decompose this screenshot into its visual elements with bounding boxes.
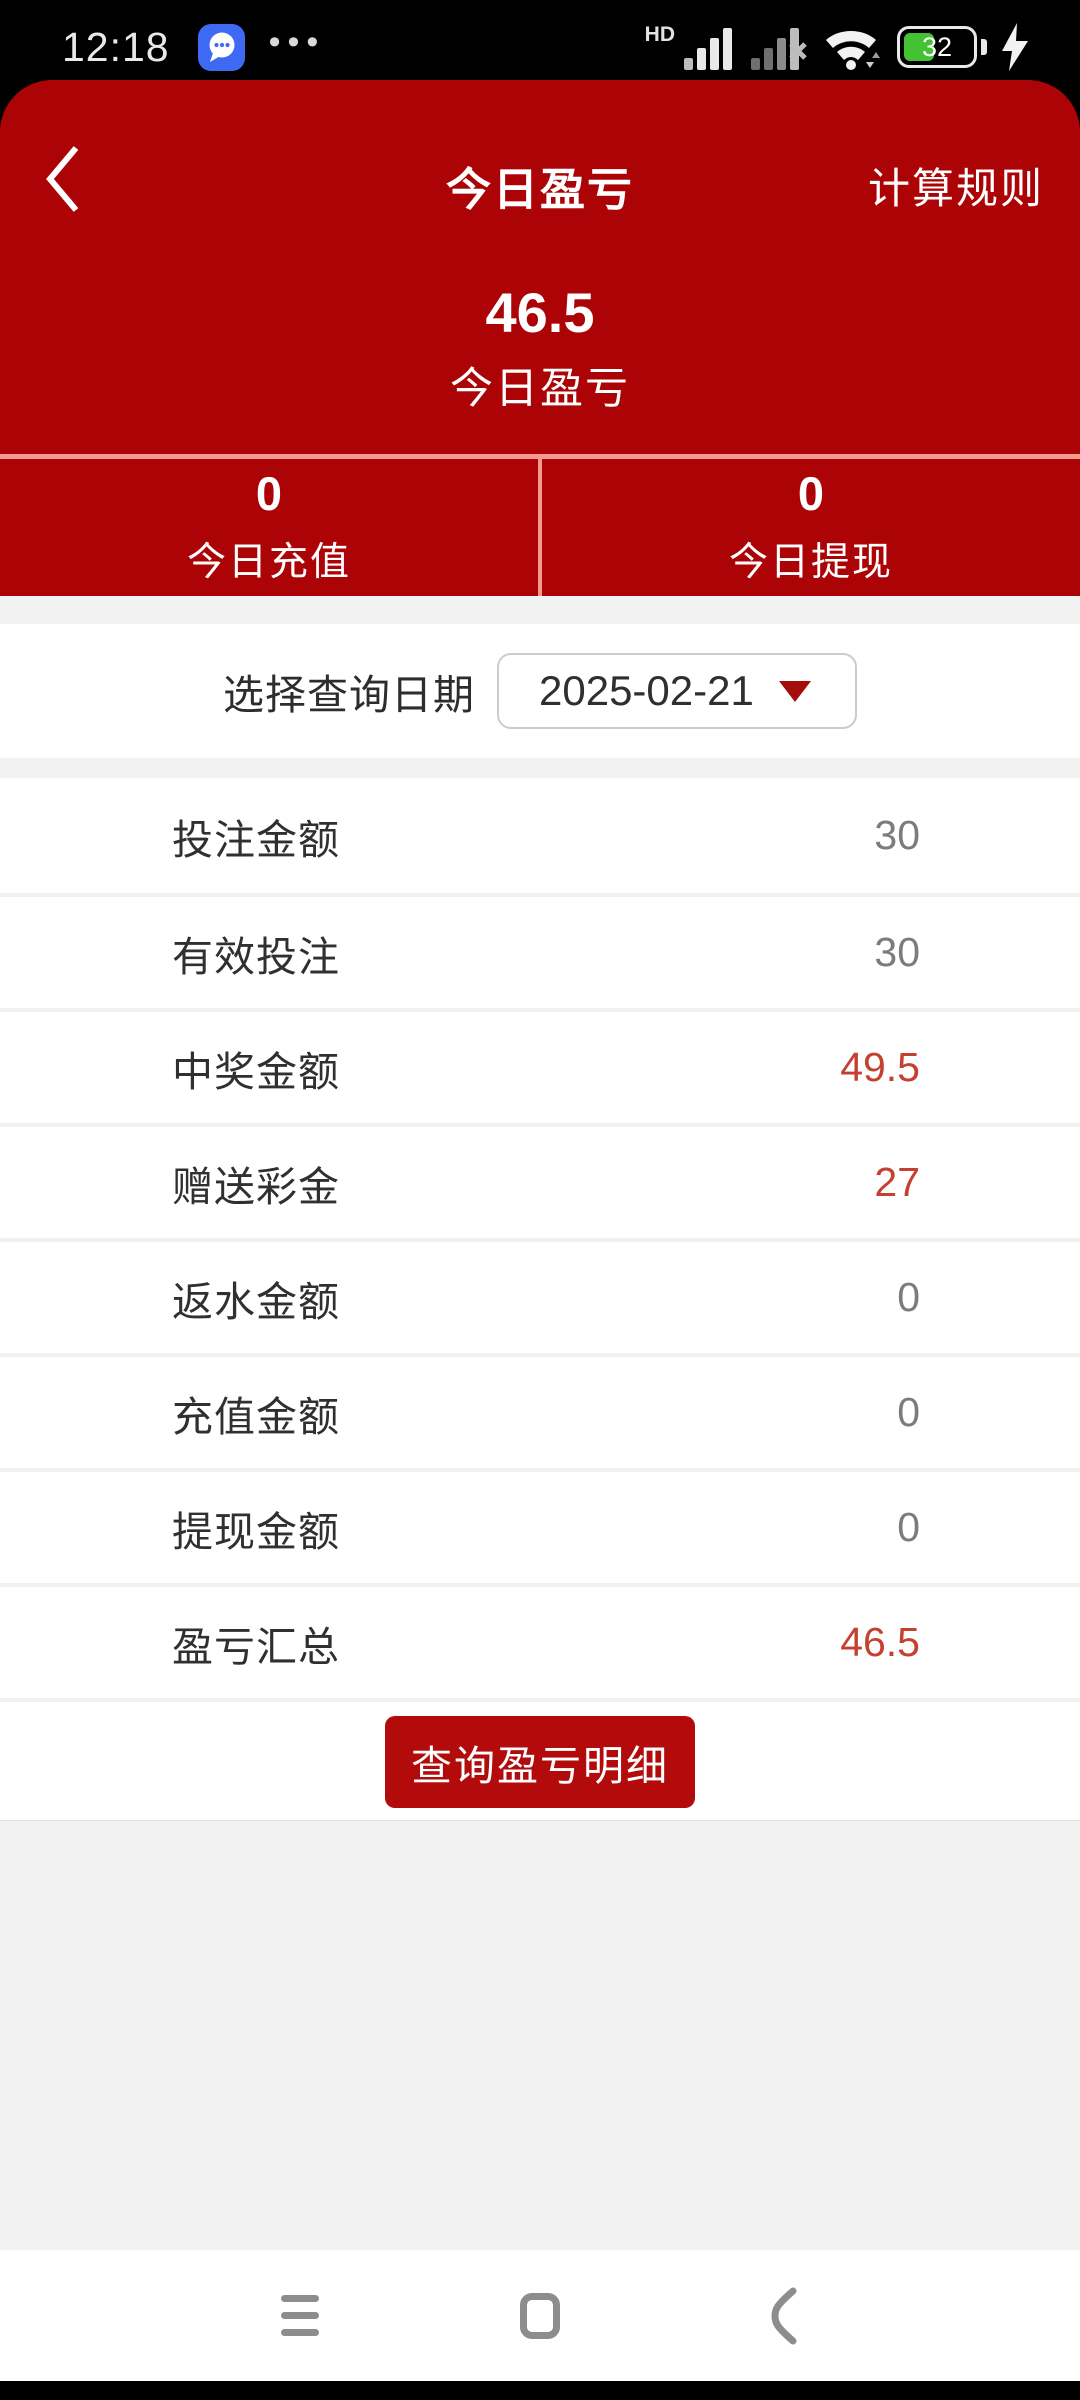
app-bar: 今日盈亏 计算规则: [0, 80, 1080, 240]
menu-icon: [281, 2295, 319, 2336]
stat-withdraw: 0 今日提现: [542, 459, 1080, 596]
nav-back-button[interactable]: [750, 2286, 810, 2346]
section-gap: [0, 596, 1080, 624]
charging-bolt-icon: [1002, 23, 1028, 71]
chat-app-icon: [197, 23, 245, 71]
stat-deposit-label: 今日充值: [186, 540, 351, 584]
gesture-nav-bar: [0, 2250, 1080, 2381]
battery-percent: 32: [921, 31, 953, 62]
today-summary: 46.5 今日盈亏: [0, 240, 1080, 454]
clock: 12:18: [62, 23, 170, 70]
home-square-icon: [520, 2292, 560, 2339]
date-dropdown-value: 2025-02-21: [539, 667, 754, 714]
caret-down-icon: [779, 680, 811, 702]
row-win-amount: 中奖金额 49.5: [0, 1008, 1080, 1123]
row-profit-total: 盈亏汇总 46.5: [0, 1583, 1080, 1698]
signal-sim1-icon: [684, 28, 732, 70]
back-button[interactable]: [42, 142, 82, 216]
battery-fill: [904, 33, 934, 61]
battery-nub: [981, 39, 987, 55]
rules-link[interactable]: 计算规则: [867, 164, 1044, 212]
stats-vertical-divider: [538, 459, 542, 596]
empty-background: [0, 1820, 1080, 2250]
page-title: 今日盈亏: [445, 163, 634, 215]
section-gap: [0, 758, 1080, 778]
battery-indicator: 32: [897, 26, 977, 68]
signal-sim2-x-icon: [751, 28, 807, 70]
status-bar: 12:18 ••• HD: [0, 0, 1080, 80]
row-rebate-amount: 返水金额 0: [0, 1238, 1080, 1353]
notification-overflow-icon: •••: [268, 23, 326, 61]
row-valid-bet: 有效投注 30: [0, 893, 1080, 1008]
today-stats: 0 今日充值 0 今日提现: [0, 454, 1080, 596]
amount-list: 投注金额 30 有效投注 30 中奖金额 49.5 赠送彩金 27 返水金额 0…: [0, 778, 1080, 1698]
date-picker-label: 选择查询日期: [223, 672, 475, 718]
today-profit-value: 46.5: [485, 281, 595, 344]
status-bar-left: 12:18 •••: [62, 23, 326, 71]
date-dropdown[interactable]: 2025-02-21: [497, 653, 857, 729]
row-bet-amount: 投注金额 30: [0, 778, 1080, 893]
wifi-icon: [826, 31, 880, 70]
recents-button[interactable]: [270, 2286, 330, 2346]
profit-header: 今日盈亏 计算规则 46.5 今日盈亏 0 今日充值 0 今日提现: [0, 80, 1080, 596]
button-section: 查询盈亏明细: [0, 1698, 1080, 1820]
row-withdraw-amount: 提现金额 0: [0, 1468, 1080, 1583]
stat-deposit-value: 0: [255, 466, 283, 520]
status-bar-right: HD 32: [645, 23, 1028, 71]
row-deposit-amount: 充值金额 0: [0, 1353, 1080, 1468]
today-profit-label: 今日盈亏: [450, 365, 630, 413]
date-picker-row: 选择查询日期 2025-02-21: [0, 624, 1080, 758]
back-chevron-icon: [771, 2287, 797, 2344]
query-detail-button[interactable]: 查询盈亏明细: [385, 1716, 695, 1808]
stat-withdraw-value: 0: [797, 466, 825, 520]
hd-badge: HD: [644, 23, 675, 46]
home-button[interactable]: [510, 2286, 570, 2346]
row-bonus-amount: 赠送彩金 27: [0, 1123, 1080, 1238]
stat-deposit: 0 今日充值: [0, 459, 538, 596]
stat-withdraw-label: 今日提现: [728, 540, 893, 584]
